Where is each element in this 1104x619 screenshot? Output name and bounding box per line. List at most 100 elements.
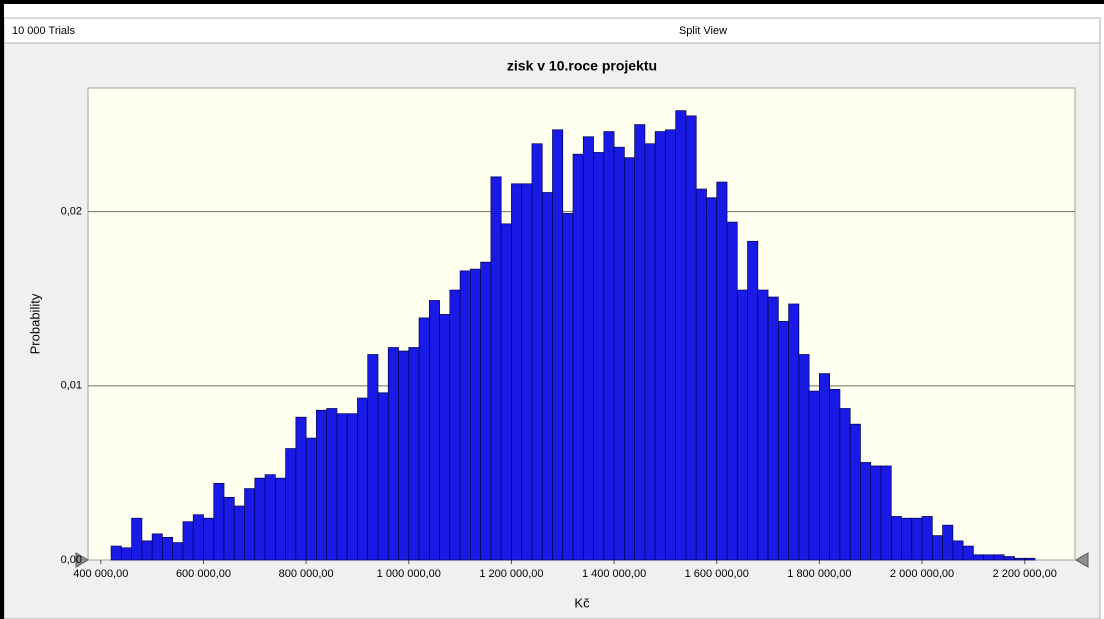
bar	[757, 289, 769, 561]
y-axis-label: Probability	[27, 293, 42, 354]
bar	[480, 261, 492, 561]
bar	[829, 388, 841, 561]
bar	[213, 483, 225, 561]
bar	[685, 115, 697, 561]
bar	[541, 192, 553, 561]
bar	[747, 240, 759, 561]
bar	[973, 554, 984, 561]
bar	[634, 124, 646, 561]
x-tick-label: 2 000 000,00	[890, 568, 954, 580]
bar	[418, 317, 430, 561]
bar	[377, 392, 389, 561]
bar	[880, 465, 892, 561]
bar	[603, 131, 615, 561]
bar	[295, 416, 307, 561]
bar	[500, 223, 512, 561]
bar	[962, 545, 974, 561]
bar	[736, 289, 748, 561]
bar	[901, 517, 913, 561]
view-label[interactable]: Split View	[679, 25, 727, 37]
bar	[531, 143, 543, 561]
bar	[459, 270, 471, 561]
bar	[131, 517, 143, 561]
bar	[1024, 557, 1036, 561]
bar	[121, 547, 132, 561]
bar	[387, 347, 399, 561]
bar	[839, 408, 851, 561]
trials-label: 10 000 Trials	[12, 25, 75, 37]
bar	[819, 373, 831, 561]
bar	[244, 488, 256, 561]
bar	[490, 176, 502, 561]
bar	[870, 465, 882, 561]
y-tick-label: 0,02	[61, 206, 82, 218]
bar	[151, 533, 163, 561]
frame-top	[0, 0, 1104, 4]
header-bar	[3, 17, 1101, 44]
x-tick-label: 1 200 000,00	[479, 568, 543, 580]
bar	[398, 350, 410, 561]
bar	[644, 143, 656, 561]
x-tick-label: 1 000 000,00	[377, 568, 441, 580]
bar	[367, 354, 379, 561]
bar	[788, 303, 800, 561]
bar	[593, 152, 605, 561]
bar	[192, 514, 204, 561]
bar	[203, 517, 215, 561]
bar	[993, 554, 1005, 561]
bar	[172, 542, 184, 561]
x-tick-label: 400 000,00	[73, 568, 128, 580]
y-tick-label: 0,01	[61, 380, 82, 392]
x-tick-label: 1 600 000,00	[685, 568, 749, 580]
bar	[726, 221, 738, 561]
x-tick-label: 600 000,00	[176, 568, 231, 580]
bar	[449, 289, 461, 561]
bar	[357, 397, 369, 561]
bar	[162, 537, 174, 561]
bar	[1003, 556, 1015, 561]
bar	[1014, 557, 1026, 561]
bar	[665, 129, 677, 561]
bar	[675, 110, 687, 561]
bar	[613, 146, 625, 561]
x-axis-label: Kč	[574, 595, 590, 610]
left-slider[interactable]	[75, 552, 89, 568]
bar	[428, 300, 440, 561]
bar	[808, 390, 820, 561]
bar	[110, 545, 122, 561]
bar	[860, 462, 872, 561]
bar	[942, 524, 954, 561]
bar	[890, 516, 902, 561]
bar	[952, 540, 964, 561]
bar	[983, 554, 995, 561]
bar	[254, 477, 266, 561]
bar	[521, 183, 533, 561]
x-tick-label: 800 000,00	[279, 568, 334, 580]
bar	[582, 136, 594, 561]
bar	[654, 131, 666, 561]
chart-title: zisk v 10.roce projektu	[507, 58, 657, 74]
bar	[767, 296, 779, 561]
bar	[264, 474, 276, 561]
right-slider[interactable]	[1075, 552, 1089, 568]
bar	[706, 197, 718, 561]
bar	[326, 408, 338, 561]
x-tick-label: 1 800 000,00	[787, 568, 851, 580]
bar	[716, 181, 728, 561]
bar	[346, 413, 358, 561]
frame-left	[0, 0, 4, 619]
bar	[274, 477, 286, 561]
bar	[695, 188, 707, 561]
bar	[439, 314, 451, 561]
bar	[305, 437, 317, 561]
x-tick-label: 1 400 000,00	[582, 568, 646, 580]
x-tick-label: 2 200 000,00	[993, 568, 1057, 580]
bar	[552, 129, 564, 561]
bar	[511, 183, 523, 561]
bar	[849, 423, 861, 561]
bar	[408, 347, 420, 561]
bar	[285, 448, 297, 561]
bar	[182, 521, 194, 561]
bar	[798, 354, 810, 561]
